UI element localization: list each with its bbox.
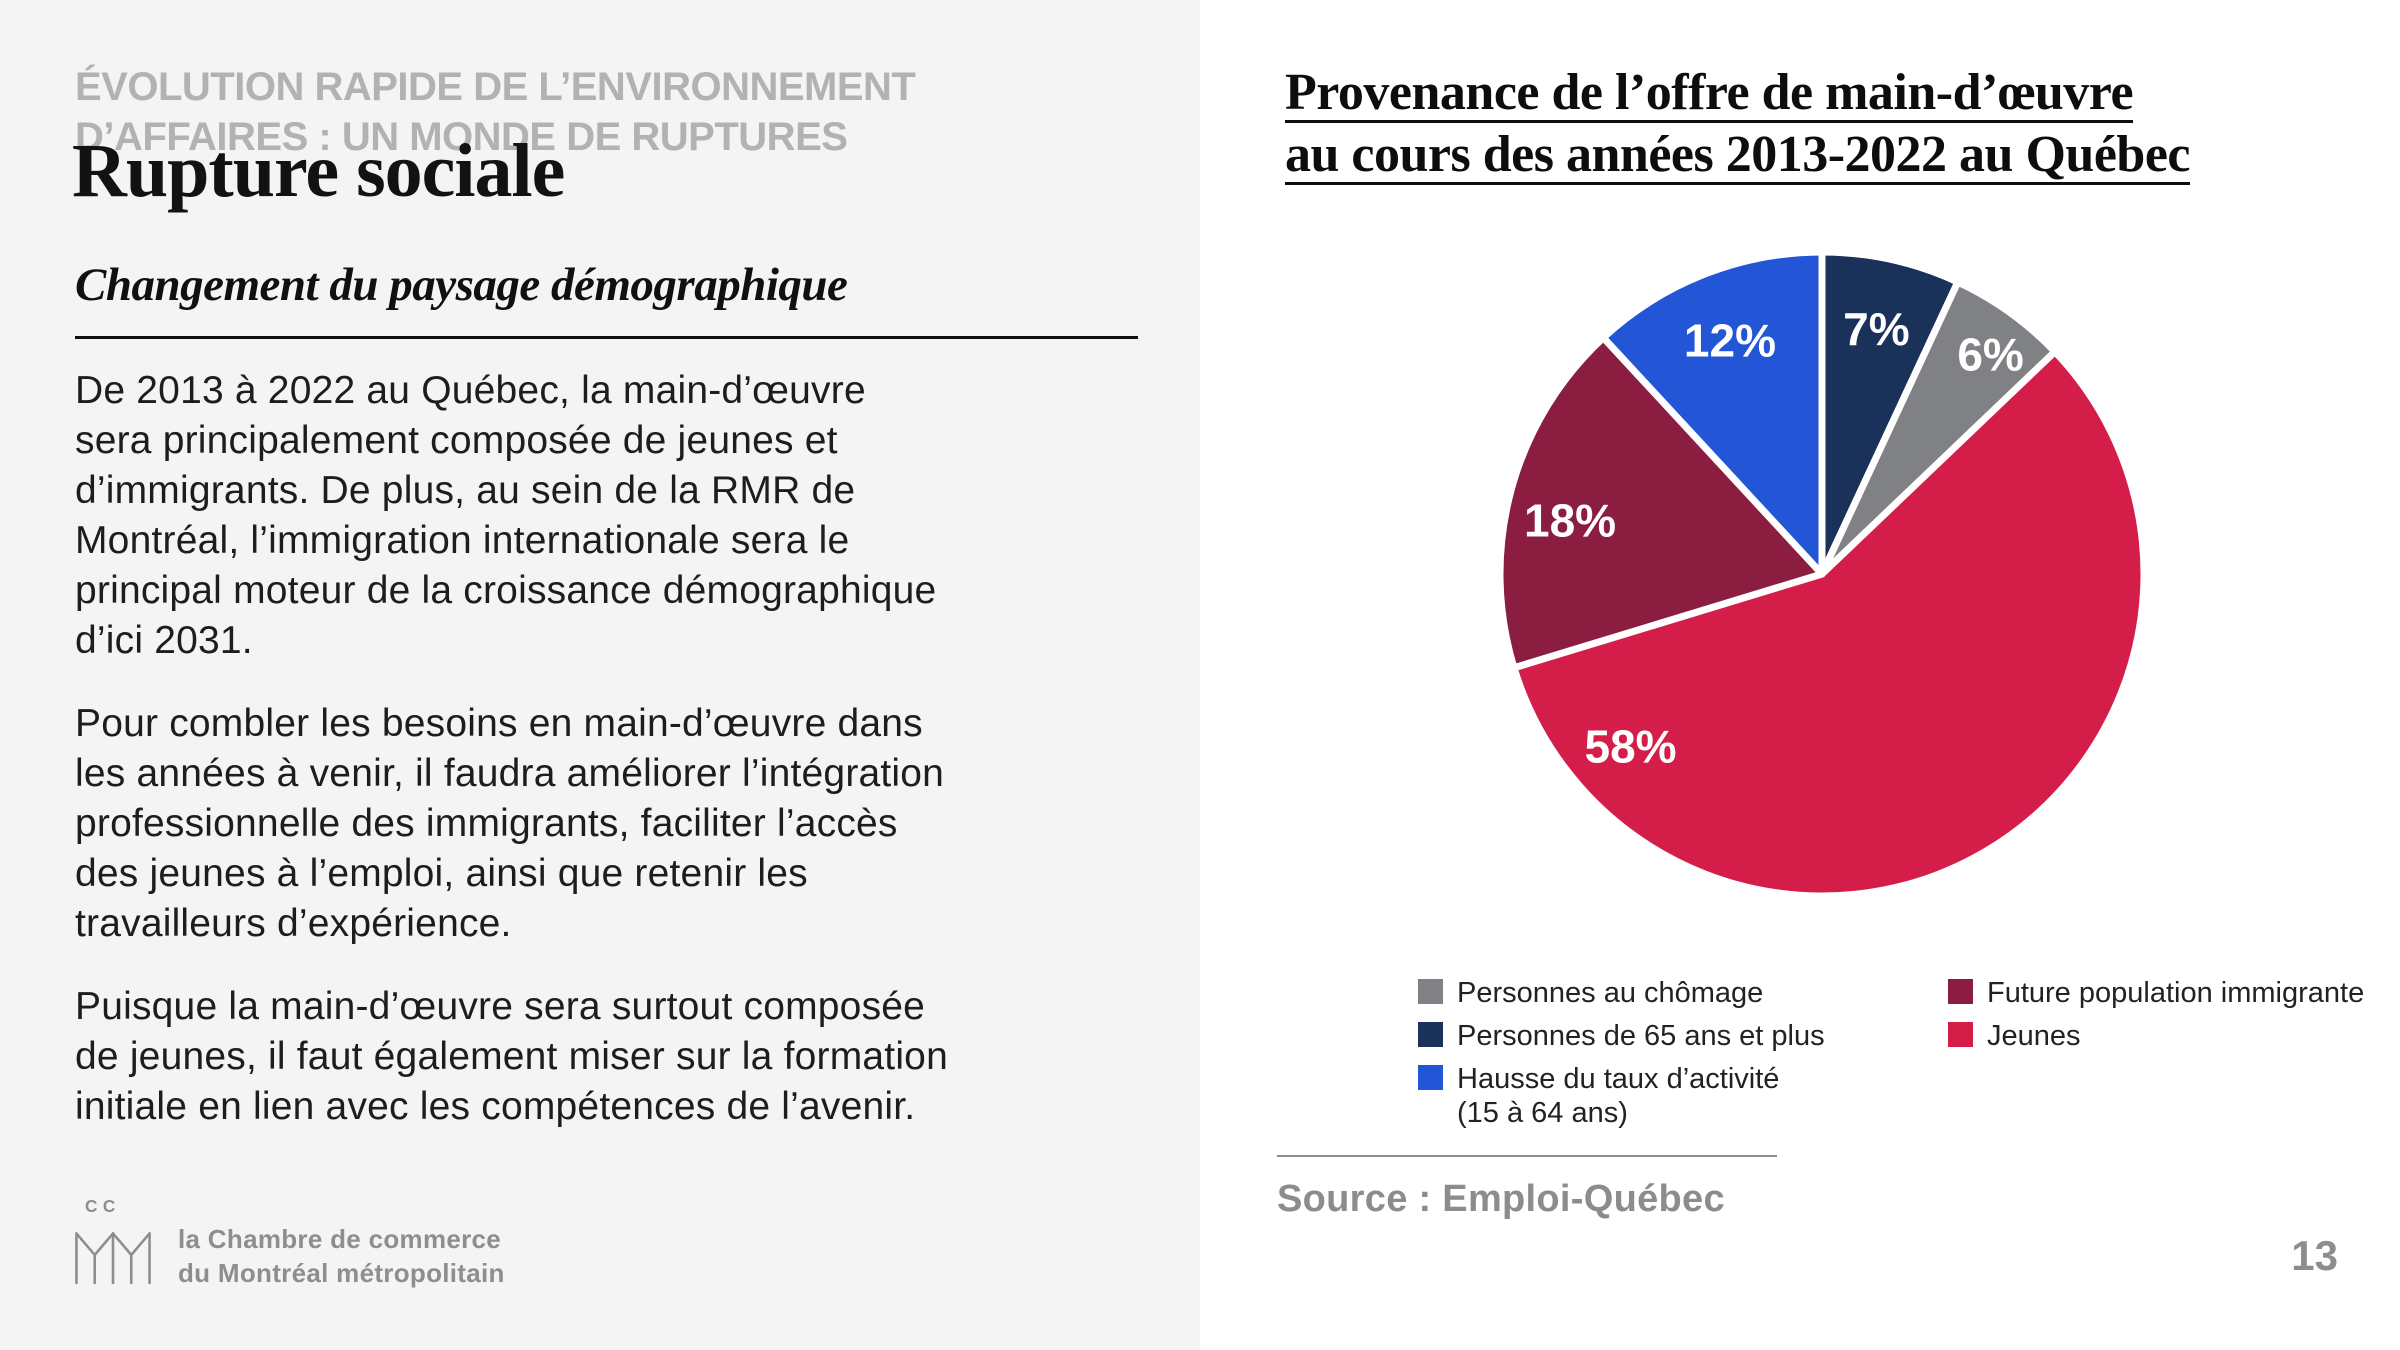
- legend-label: Personnes au chômage: [1457, 977, 1764, 1009]
- logo-text: la Chambre de commerce du Montréal métro…: [178, 1224, 505, 1288]
- legend-item: Personnes de 65 ans et plus: [1418, 1019, 1838, 1053]
- chart-legend: Personnes au chômage Personnes de 65 ans …: [1418, 976, 2364, 1139]
- legend-swatch: [1948, 979, 1973, 1004]
- pie-slice-label: 7%: [1843, 303, 1909, 355]
- body-copy: De 2013 à 2022 au Québec, la main-d’œuvr…: [75, 366, 1195, 1165]
- logo-monogram-top: CC: [85, 1196, 121, 1216]
- slide-subtitle: Changement du paysage démographique: [75, 259, 848, 311]
- legend-item: Future population immigrante: [1948, 976, 2364, 1010]
- slide-title: Rupture sociale: [72, 129, 565, 213]
- pie-slice-label: 12%: [1684, 314, 1776, 366]
- legend-label: Hausse du taux d’activité (15 à 64 ans): [1457, 1063, 1780, 1129]
- legend-swatch: [1418, 1022, 1443, 1047]
- pie-slice: [1599, 248, 1826, 578]
- pie-slice: [1510, 348, 2148, 900]
- legend-item: Personnes au chômage: [1418, 976, 1838, 1010]
- ccmm-logo: CC la Chambre de commerce du Montréal mé…: [70, 1196, 505, 1290]
- pie-slice: [1496, 334, 1826, 672]
- ccmm-logo-icon: CC: [75, 1196, 151, 1285]
- page-number: 13: [2291, 1232, 2338, 1279]
- body-paragraph: Puisque la main-d’œuvre sera surtout com…: [75, 985, 948, 1128]
- right-panel: Provenance de l’offre de main-d’œuvre au…: [1200, 0, 2400, 1350]
- source-divider: [1277, 1155, 1777, 1157]
- source-label: Source : Emploi-Québec: [1277, 1178, 1725, 1220]
- pie-chart-container: 7% 6% 58% 18% 12%: [1488, 240, 2156, 908]
- legend-column: Personnes au chômage Personnes de 65 ans …: [1418, 976, 1838, 1139]
- pie-slice-label: 18%: [1524, 494, 1616, 546]
- legend-label: Jeunes: [1987, 1020, 2081, 1052]
- chart-title: Provenance de l’offre de main-d’œuvre au…: [1285, 64, 2190, 183]
- legend-swatch: [1418, 1065, 1443, 1090]
- legend-label: Future population immigrante: [1987, 977, 2365, 1009]
- legend-item: Hausse du taux d’activité (15 à 64 ans): [1418, 1062, 1838, 1130]
- subtitle-rule: [75, 336, 1138, 339]
- body-paragraph: De 2013 à 2022 au Québec, la main-d’œuvr…: [75, 369, 937, 662]
- eyebrow-heading: ÉVOLUTION RAPIDE DE L’ENVIRONNEMENT D’AF…: [75, 65, 916, 159]
- pie-chart: 7% 6% 58% 18% 12%: [1496, 248, 2148, 900]
- legend-swatch: [1418, 979, 1443, 1004]
- left-panel: ÉVOLUTION RAPIDE DE L’ENVIRONNEMENT D’AF…: [0, 0, 1200, 1350]
- pie-slice-label: 6%: [1957, 328, 2023, 380]
- pie-slice-label: 58%: [1585, 720, 1677, 772]
- legend-column: Future population immigrante Jeunes: [1948, 976, 2364, 1139]
- legend-label: Personnes de 65 ans et plus: [1457, 1020, 1825, 1052]
- legend-swatch: [1948, 1022, 1973, 1047]
- body-paragraph: Pour combler les besoins en main-d’œuvre…: [75, 702, 945, 945]
- legend-item: Jeunes: [1948, 1019, 2364, 1053]
